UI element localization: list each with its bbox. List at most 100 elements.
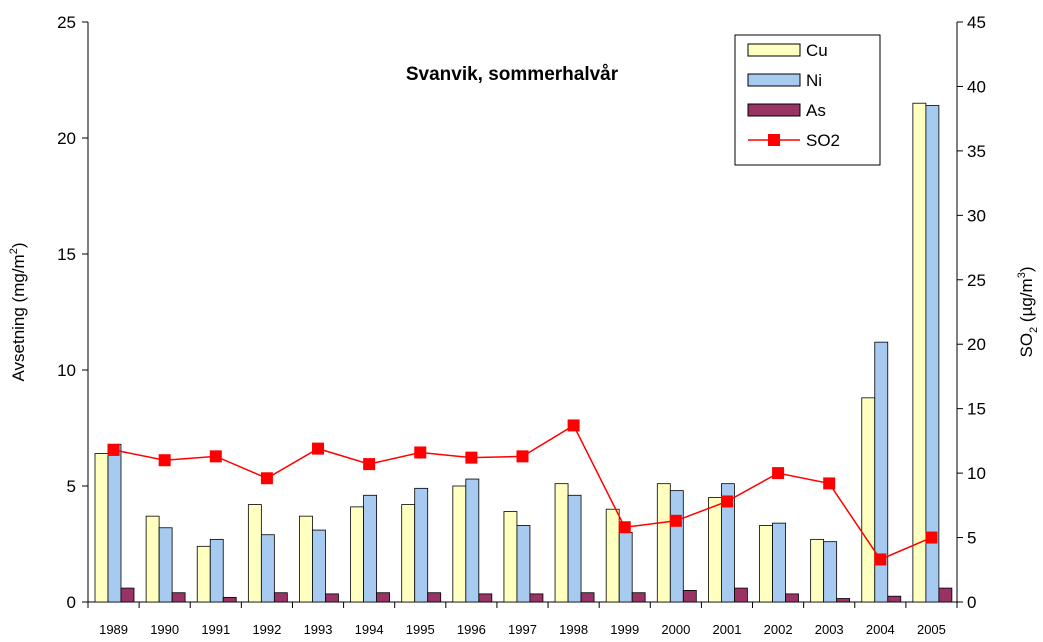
y2-tick-label: 30 [967,206,986,225]
bar [759,525,773,603]
y2-tick-label: 40 [967,77,986,96]
bar [325,593,339,603]
bar [785,593,799,603]
bar [414,487,429,603]
y2-label-mid: (µg/m [1017,278,1036,327]
bar [529,593,544,603]
marker [209,450,222,463]
x-tick-label: 1998 [559,622,588,637]
bar [107,443,122,603]
legend-swatch [747,103,801,117]
bar [516,525,531,603]
marker [465,451,478,464]
bar [299,515,313,603]
y-tick-label: 0 [67,593,76,612]
y-tick-label: 20 [57,129,76,148]
bar [452,485,467,603]
y2-label-sub: 2 [1028,327,1040,333]
bar [708,497,722,603]
x-tick-label: 2005 [917,622,946,637]
y-tick-label: 25 [57,13,76,32]
y2-tick-label: 15 [967,400,986,419]
marker [567,419,580,432]
y2-label-sup: 3 [1016,272,1028,278]
bar [260,534,275,603]
bar [656,483,671,603]
bar [912,102,927,603]
legend-swatch [747,73,801,87]
y2-tick-label: 10 [967,464,986,483]
x-tick-label: 1992 [252,622,281,637]
marker [772,467,785,480]
marker [312,442,325,455]
bar [810,538,825,603]
y2-tick-label: 5 [967,529,976,548]
y-label-end: ) [9,242,28,248]
legend-label: SO2 [806,131,840,150]
x-tick-label: 1996 [457,622,486,637]
marker [618,521,631,534]
bar [247,504,262,603]
bar [938,587,953,603]
marker [414,446,427,459]
bar [158,527,173,603]
bar [836,598,851,603]
bar [874,341,889,603]
x-tick-label: 2002 [764,622,793,637]
bar [631,592,646,603]
legend-label: Cu [806,41,828,60]
bar [401,504,416,603]
marker [516,450,529,463]
y-axis-label: Avsetning (mg/m2) [8,242,28,381]
y2-label-text: SO [1017,333,1036,358]
bar [618,532,633,603]
y2-tick-label: 35 [967,142,986,161]
y2-tick-label: 45 [967,13,986,32]
bar [376,592,390,603]
legend-swatch [747,43,801,57]
bar [209,538,224,603]
bar [887,595,902,603]
bar [567,494,582,603]
x-tick-label: 1993 [304,622,333,637]
marker [107,443,120,456]
bar [350,506,364,603]
bar [605,508,620,603]
y2-tick-label: 25 [967,271,986,290]
x-tick-label: 1995 [406,622,435,637]
x-tick-label: 1994 [355,622,384,637]
y-tick-label: 5 [67,477,76,496]
marker [874,553,887,566]
bar [734,587,748,603]
bar [427,592,442,603]
bar [925,105,940,603]
x-tick-label: 2003 [815,622,844,637]
x-tick-label: 2000 [661,622,690,637]
x-tick-label: 1991 [201,622,230,637]
bar [171,592,186,603]
bar [772,522,786,603]
y-tick-label: 15 [57,245,76,264]
x-tick-label: 1999 [610,622,639,637]
bar [273,592,288,603]
x-tick-label: 1997 [508,622,537,637]
bar [682,590,697,603]
y2-tick-label: 0 [967,593,976,612]
y-label-text: Avsetning (mg/m [9,254,28,381]
marker [260,472,273,485]
marker [158,454,171,467]
marker [823,477,836,490]
x-tick-label: 1989 [99,622,128,637]
marker [669,514,682,527]
bar [94,453,109,603]
legend-marker [768,134,780,146]
x-tick-label: 1990 [150,622,179,637]
x-tick-label: 2001 [713,622,742,637]
bar [222,596,237,603]
bar [861,397,876,603]
bar [478,593,493,603]
y2-tick-label: 20 [967,335,986,354]
legend-label: Ni [806,71,822,90]
bar [669,490,684,603]
